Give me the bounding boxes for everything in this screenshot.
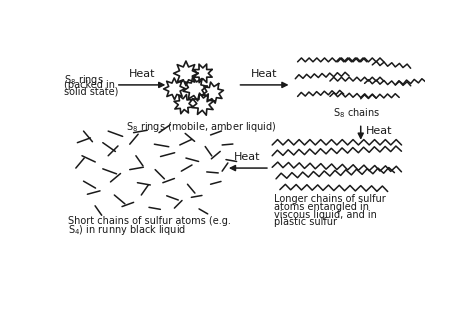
Text: viscous liquid, and in: viscous liquid, and in [274, 210, 377, 220]
Text: plastic sulfur: plastic sulfur [274, 217, 337, 227]
Text: (packed in: (packed in [64, 80, 115, 89]
Text: Heat: Heat [366, 126, 392, 136]
Text: Heat: Heat [251, 69, 278, 79]
Text: S$_8$ rings: S$_8$ rings [64, 73, 104, 87]
Text: Heat: Heat [234, 152, 261, 162]
Text: solid state): solid state) [64, 87, 118, 96]
Text: Longer chains of sulfur: Longer chains of sulfur [274, 194, 386, 204]
Text: Short chains of sulfur atoms (e.g.: Short chains of sulfur atoms (e.g. [68, 216, 231, 226]
Text: S$_8$ chains: S$_8$ chains [333, 107, 381, 120]
Text: S$_4$) in runny black liquid: S$_4$) in runny black liquid [68, 223, 186, 237]
Text: Heat: Heat [129, 69, 155, 79]
Text: atoms entangled in: atoms entangled in [274, 202, 370, 212]
Text: S$_8$ rings (mobile, amber liquid): S$_8$ rings (mobile, amber liquid) [126, 119, 277, 134]
